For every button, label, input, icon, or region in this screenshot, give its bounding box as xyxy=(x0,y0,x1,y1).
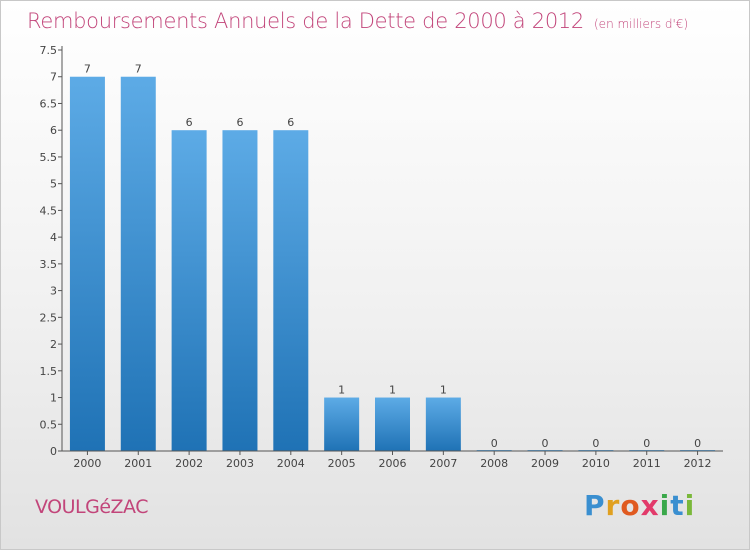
data-label: 0 xyxy=(643,437,650,450)
bars-group: 7 7 6 6 6 1 1 1 0 0 0 0 0 xyxy=(69,63,716,451)
data-label: 0 xyxy=(592,437,599,450)
x-tick-label: 2000 xyxy=(73,457,101,470)
x-tick-label: 2009 xyxy=(531,457,559,470)
data-label: 7 xyxy=(135,63,142,76)
logo-letter: i xyxy=(659,489,671,522)
y-tick-label: 5.5 xyxy=(40,151,58,164)
y-tick-label: 5 xyxy=(50,178,57,191)
commune-name: VOULGéZAC xyxy=(35,496,148,518)
y-tick-label: 3 xyxy=(50,285,57,298)
chart-title-text: Remboursements Annuels de la Dette de 20… xyxy=(27,9,584,33)
logo-letter: t xyxy=(670,489,685,522)
data-label: 7 xyxy=(84,63,91,76)
y-tick-label: 7.5 xyxy=(40,44,58,57)
y-tick-label: 0.5 xyxy=(40,418,58,431)
bar xyxy=(120,76,156,451)
x-tick-label: 2010 xyxy=(582,457,610,470)
bar xyxy=(273,130,309,451)
x-tick-label: 2008 xyxy=(480,457,508,470)
data-label: 0 xyxy=(694,437,701,450)
y-tick-label: 4 xyxy=(50,231,57,244)
logo-letter: P xyxy=(584,489,606,522)
y-tick-label: 4.5 xyxy=(40,204,58,217)
data-label: 6 xyxy=(236,116,243,129)
x-tick-label: 2007 xyxy=(429,457,457,470)
axes-group: 2000 2001 2002 2003 2004 2005 2006 2007 2008 2009… xyxy=(40,44,723,470)
chart-unit: (en milliers d'€) xyxy=(594,17,689,31)
bar xyxy=(375,397,410,451)
data-label: 6 xyxy=(287,116,294,129)
data-label: 1 xyxy=(440,384,447,397)
bar xyxy=(324,397,360,451)
y-tick-label: 2.5 xyxy=(40,311,58,324)
x-tick-label: 2003 xyxy=(226,457,254,470)
x-tick-label: 2004 xyxy=(277,457,305,470)
x-tick-label: 2011 xyxy=(633,457,661,470)
y-tick-label: 1.5 xyxy=(40,365,58,378)
data-label: 1 xyxy=(389,384,396,397)
proxiti-logo: Proxiti xyxy=(584,489,695,522)
bar xyxy=(171,130,207,451)
x-tick-label: 2006 xyxy=(379,457,407,470)
y-tick-label: 2 xyxy=(50,338,57,351)
data-label: 0 xyxy=(542,437,549,450)
logo-letter: x xyxy=(640,489,660,522)
y-tick-label: 0 xyxy=(50,445,57,458)
bar xyxy=(69,76,105,451)
data-label: 0 xyxy=(491,437,498,450)
x-tick-label: 2005 xyxy=(328,457,356,470)
x-tick-label: 2002 xyxy=(175,457,203,470)
y-tick-label: 3.5 xyxy=(40,258,58,271)
x-tick-label: 2001 xyxy=(124,457,152,470)
data-label: 1 xyxy=(338,384,345,397)
bar xyxy=(425,397,461,451)
y-tick-label: 7 xyxy=(50,71,57,84)
bar xyxy=(222,130,258,451)
y-tick-label: 1 xyxy=(50,392,57,405)
y-tick-label: 6 xyxy=(50,124,57,137)
logo-letter: o xyxy=(620,489,641,522)
logo-letter: r xyxy=(605,489,621,522)
x-tick-label: 2012 xyxy=(684,457,712,470)
logo-letter: i xyxy=(684,489,696,522)
data-label: 6 xyxy=(186,116,193,129)
y-tick-label: 6.5 xyxy=(40,97,58,110)
chart-title: Remboursements Annuels de la Dette de 20… xyxy=(27,9,688,33)
